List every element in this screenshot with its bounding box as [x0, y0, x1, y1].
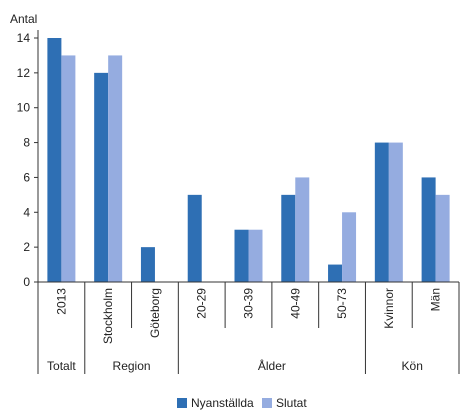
bar-nyanställda-män: [421, 177, 436, 282]
x-tick-label: 40-49: [288, 288, 302, 319]
y-tick-label: 6: [23, 170, 30, 184]
bar-nyanställda-göteborg: [140, 247, 155, 282]
legend-label: Nyanställda: [191, 396, 254, 410]
y-tick-label: 2: [23, 240, 30, 254]
x-tick-label: Stockholm: [101, 288, 115, 344]
y-tick-label: 0: [23, 275, 30, 289]
x-axis-tick-labels: 2013 Stockholm Göteborg 20-29 30-39 40-49 50-7…: [54, 288, 442, 344]
bar-slutat-2013: [61, 55, 76, 282]
y-tick-label: 10: [17, 101, 31, 115]
bar-nyanställda-30-39: [234, 229, 249, 282]
bar-slutat-40-49: [295, 177, 310, 282]
x-tick-label: 50-73: [335, 288, 349, 319]
bar-slutat-30-39: [248, 229, 263, 282]
x-tick-label: 30-39: [242, 288, 256, 319]
x-tick-label: 20-29: [195, 288, 209, 319]
y-tick-label: 8: [23, 136, 30, 150]
bar-nyanställda-40-49: [281, 194, 296, 282]
bar-nyanställda-20-29: [187, 194, 202, 282]
axes: [37, 30, 460, 374]
bar-slutat-män: [435, 194, 450, 282]
group-labels: Totalt Region Ålder Kön: [47, 358, 423, 373]
y-tick-label: 4: [23, 205, 30, 219]
group-label: Ålder: [258, 358, 286, 373]
bar-nyanställda-kvinnor: [374, 142, 389, 282]
x-tick-label: Kvinnor: [382, 288, 396, 329]
bar-nyanställda-50-73: [328, 264, 343, 282]
bar-nyanställda-2013: [47, 38, 62, 282]
y-axis-ticks: 0 2 4 6 8 10 12 14: [17, 31, 38, 289]
y-axis-label: Antal: [10, 12, 37, 26]
legend: Nyanställda Slutat: [177, 396, 307, 410]
y-tick-label: 14: [17, 31, 31, 45]
x-tick-label: Göteborg: [148, 288, 162, 338]
group-label: Totalt: [47, 359, 76, 373]
x-tick-label: Män: [429, 288, 443, 311]
legend-swatch: [177, 398, 187, 408]
legend-label: Slutat: [276, 396, 307, 410]
group-label: Kön: [402, 359, 423, 373]
bars: [47, 38, 450, 282]
bar-nyanställda-stockholm: [94, 72, 109, 282]
x-tick-label: 2013: [54, 288, 68, 315]
group-label: Region: [113, 359, 151, 373]
bar-slutat-50-73: [342, 212, 357, 282]
bar-slutat-stockholm: [108, 55, 123, 282]
y-tick-label: 12: [17, 66, 31, 80]
bar-slutat-kvinnor: [388, 142, 403, 282]
legend-swatch: [262, 398, 272, 408]
